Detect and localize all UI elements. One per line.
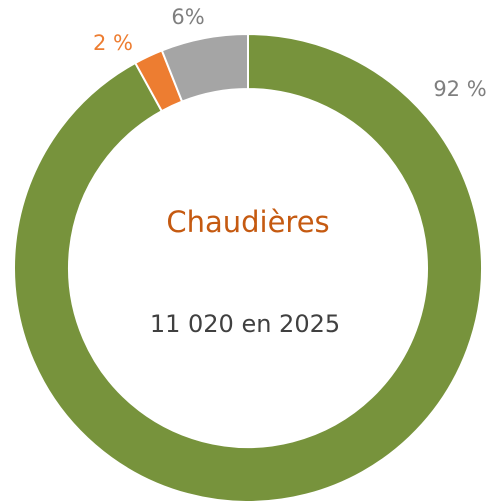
center-title: Chaudières bbox=[166, 205, 329, 239]
donut-slice bbox=[13, 32, 483, 502]
donut-slice bbox=[160, 32, 249, 103]
data-label: 92 % bbox=[433, 77, 486, 101]
data-label: 2 % bbox=[93, 31, 133, 55]
data-label: 6% bbox=[171, 5, 204, 29]
center-subtitle: 11 020 en 2025 bbox=[150, 310, 340, 338]
